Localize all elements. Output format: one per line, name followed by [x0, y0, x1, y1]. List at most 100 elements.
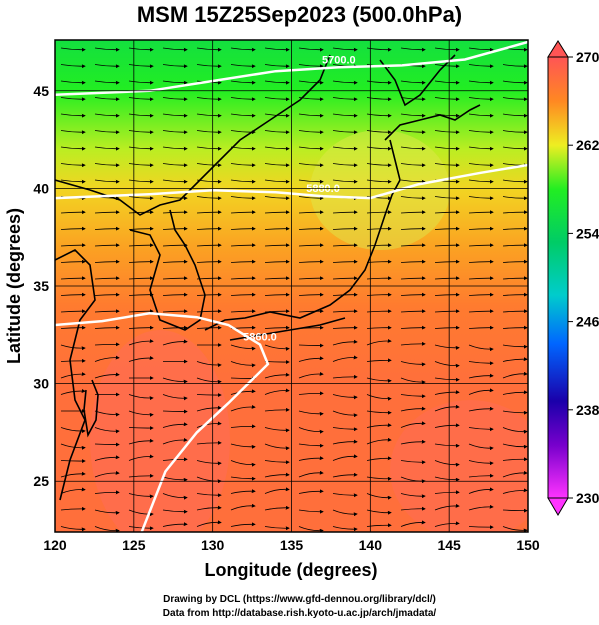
streamline: [502, 146, 528, 151]
y-tick-label: 30: [33, 376, 49, 392]
streamline: [502, 357, 528, 362]
streamline: [298, 443, 324, 448]
streamline: [366, 377, 392, 383]
streamline: [196, 361, 222, 368]
streamline: [230, 522, 256, 527]
streamline: [468, 113, 494, 118]
streamline: [230, 276, 256, 281]
streamline: [196, 393, 222, 398]
coast-honshu-south: [229, 317, 346, 341]
streamline: [298, 146, 324, 151]
streamline: [298, 371, 324, 379]
streamline: [502, 390, 528, 395]
streamline: [230, 404, 256, 412]
streamline: [60, 292, 86, 297]
streamline: [162, 97, 188, 102]
colorbar-min-arrow: [547, 497, 569, 516]
streamline: [264, 472, 290, 478]
streamline: [230, 389, 256, 395]
streamline: [298, 47, 324, 52]
streamline: [264, 179, 290, 184]
warm-anomaly-east: [390, 400, 528, 532]
streamline: [400, 196, 426, 201]
streamline: [332, 526, 358, 532]
streamline: [264, 292, 290, 297]
streamline: [332, 243, 358, 248]
streamline: [400, 243, 426, 248]
streamline: [468, 504, 494, 511]
streamline: [230, 443, 256, 449]
streamline: [230, 64, 256, 69]
streamline: [332, 309, 358, 314]
streamline: [230, 80, 256, 85]
streamline: [128, 226, 154, 231]
streamline: [230, 226, 256, 231]
streamline: [94, 146, 120, 151]
streamline: [366, 259, 392, 264]
streamline: [60, 344, 86, 351]
streamline: [162, 422, 188, 428]
streamline: [128, 309, 154, 314]
streamline: [502, 344, 528, 349]
streamline: [264, 163, 290, 168]
streamline: [434, 443, 460, 448]
streamline: [162, 476, 188, 482]
streamline: [434, 460, 460, 467]
streamline: [60, 259, 86, 264]
coast-korea: [129, 209, 206, 331]
streamline: [230, 503, 256, 511]
warm-anomaly-west: [90, 330, 230, 532]
y-tick-label: 40: [33, 180, 49, 196]
colorbar-max-arrow: [547, 40, 569, 58]
streamline: [264, 427, 290, 433]
streamline: [468, 373, 494, 379]
streamline: [400, 325, 426, 330]
streamline: [400, 361, 426, 367]
streamline: [400, 146, 426, 151]
streamline: [264, 226, 290, 231]
streamline: [298, 64, 324, 69]
streamline: [434, 146, 460, 151]
streamline: [366, 493, 392, 500]
streamline: [196, 210, 222, 215]
streamline: [162, 146, 188, 151]
streamline: [264, 388, 290, 395]
streamline: [230, 243, 256, 248]
streamline: [468, 525, 494, 530]
streamline: [332, 439, 358, 445]
streamline: [502, 457, 528, 462]
streamline: [94, 97, 120, 102]
streamline: [94, 355, 120, 362]
streamline: [128, 473, 154, 478]
streamline: [128, 493, 154, 499]
streamline: [400, 309, 426, 314]
streamline: [366, 210, 392, 215]
streamline: [502, 196, 528, 201]
streamline: [434, 292, 460, 297]
streamline: [468, 80, 494, 85]
streamline: [400, 460, 426, 465]
streamline: [468, 259, 494, 264]
streamline: [162, 47, 188, 52]
streamline: [332, 454, 358, 461]
streamline: [400, 276, 426, 281]
streamline: [332, 146, 358, 151]
streamline: [60, 146, 86, 151]
streamline: [264, 243, 290, 248]
streamline: [196, 493, 222, 498]
streamline: [434, 377, 460, 382]
streamline: [94, 113, 120, 118]
streamline: [128, 276, 154, 281]
streamline: [94, 490, 120, 495]
streamline: [94, 80, 120, 85]
streamline: [434, 226, 460, 231]
streamline: [502, 325, 528, 330]
streamline: [196, 146, 222, 151]
streamline: [332, 97, 358, 102]
streamline: [434, 325, 460, 330]
streamline: [196, 325, 222, 330]
streamline: [230, 146, 256, 151]
streamline: [162, 509, 188, 514]
streamline: [230, 47, 256, 52]
streamline: [400, 439, 426, 445]
